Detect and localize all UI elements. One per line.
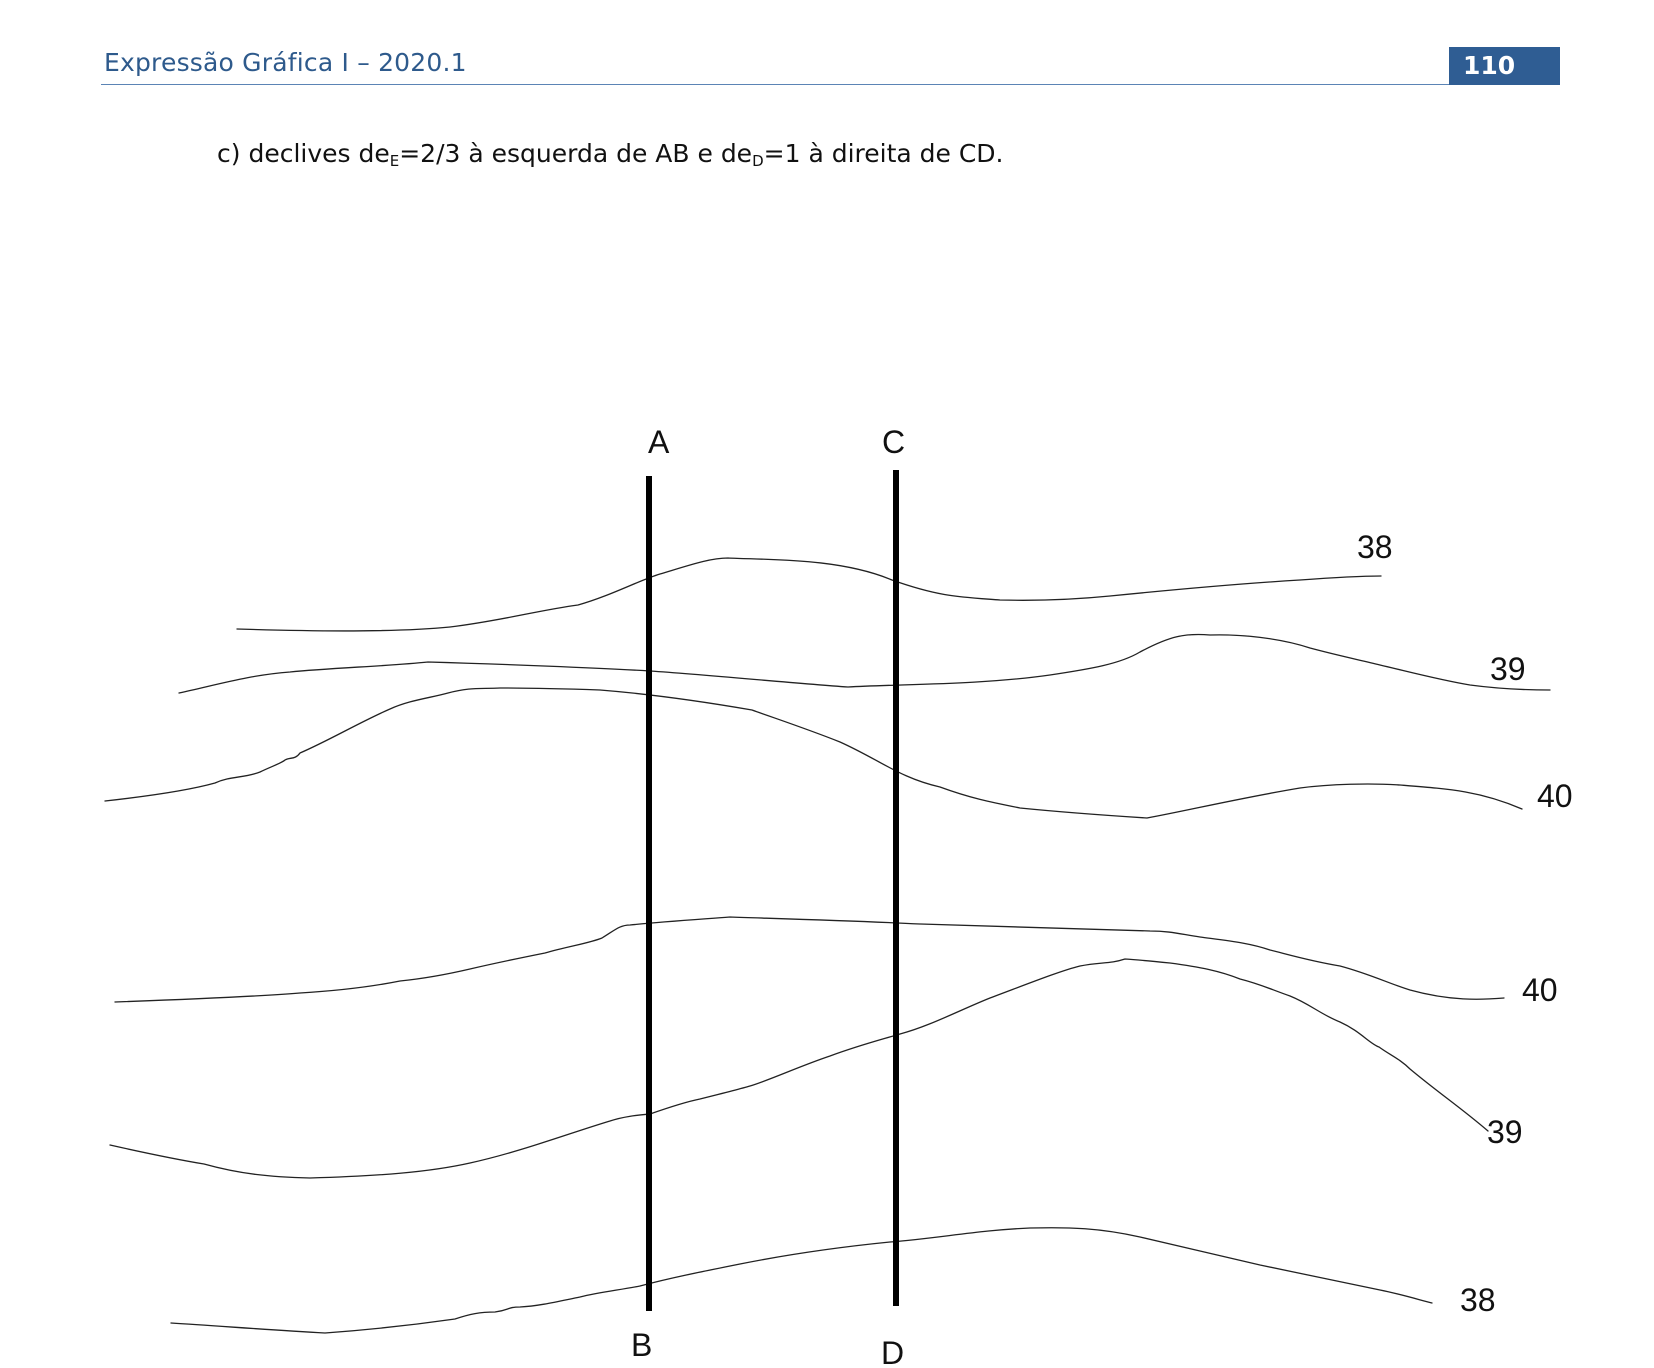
contour-line-40-bottom — [114, 916, 1505, 1003]
subscript-right: D — [752, 152, 764, 170]
elevation-label-40-top: 40 — [1537, 778, 1573, 814]
subscript-left: E — [389, 152, 400, 170]
contour-line-39-top — [178, 633, 1551, 694]
contour-line-39-bottom — [109, 958, 1489, 1179]
elevation-label-39-top: 39 — [1490, 651, 1526, 687]
header-divider — [101, 84, 1560, 85]
label-point-a: A — [648, 424, 670, 460]
label-point-b: B — [631, 1327, 652, 1363]
page-header-title: Expressão Gráfica I – 2020.1 — [104, 48, 467, 77]
exercise-statement: c) declives deE=2/3 à esquerda de AB e d… — [217, 139, 1004, 170]
page-number-badge: 110 — [1449, 47, 1560, 85]
exercise-suffix: =1 à direita de CD. — [763, 139, 1004, 168]
contour-line-40-top — [104, 687, 1523, 819]
elevation-label-38-top: 38 — [1357, 529, 1393, 565]
elevation-label-38-bottom: 38 — [1460, 1282, 1496, 1318]
label-point-d: D — [881, 1335, 904, 1368]
label-point-c: C — [882, 424, 905, 460]
exercise-prefix: c) declives de — [217, 139, 390, 168]
elevation-label-40-bottom: 40 — [1522, 972, 1558, 1008]
contour-line-38-top — [236, 557, 1382, 632]
elevation-label-39-bottom: 39 — [1487, 1114, 1523, 1150]
contour-line-38-bottom — [170, 1227, 1433, 1334]
exercise-middle: =2/3 à esquerda de AB e de — [399, 139, 753, 168]
